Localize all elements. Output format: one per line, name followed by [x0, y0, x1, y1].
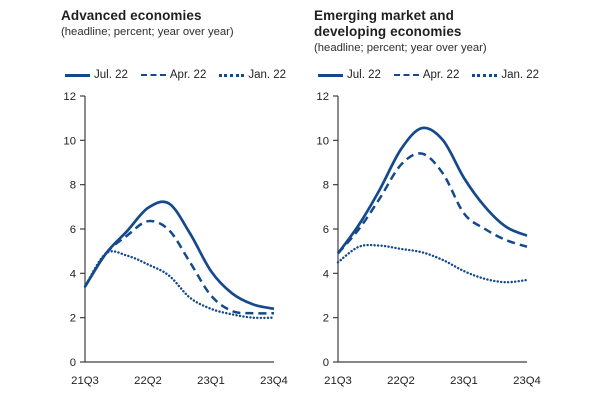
- panel-subtitle: (headline; percent; year over year): [61, 26, 234, 38]
- legend-item-jan22: Jan. 22: [219, 69, 286, 81]
- y-tick-label: 2: [323, 313, 329, 325]
- x-tick-label: 22Q2: [387, 375, 415, 387]
- legend-item-apr22: Apr. 22: [140, 69, 207, 81]
- series-dotted: [83, 250, 276, 320]
- panel-subtitle: (headline; percent; year over year): [314, 42, 487, 54]
- y-tick-label: 8: [323, 180, 329, 192]
- y-tick-label: 12: [316, 91, 329, 103]
- advanced-economies-chart: 0 2 4 6 8 10 12 21Q3 22Q2 23Q1 23Q4: [55, 88, 295, 405]
- legend: Jul. 22 Apr. 22 Jan. 22: [308, 62, 558, 88]
- legend-item-apr22: Apr. 22: [393, 69, 460, 81]
- y-tick-label: 4: [70, 268, 76, 280]
- legend-label: Jul. 22: [94, 69, 128, 81]
- legend-item-jul22: Jul. 22: [318, 69, 381, 81]
- solid-line-sample: [65, 73, 90, 77]
- emerging-economies-chart: 0 2 4 6 8 10 12 21Q3 22Q2 23Q1 23Q4: [308, 88, 558, 405]
- legend-item-jul22: Jul. 22: [65, 69, 128, 81]
- series-dotted: [336, 243, 529, 284]
- panel-emerging-economies: Emerging market and developing economies…: [308, 8, 558, 405]
- y-tick-label: 10: [63, 135, 76, 147]
- legend-item-jan22: Jan. 22: [472, 69, 539, 81]
- x-tick-label: 21Q3: [71, 375, 99, 387]
- line-chart-svg: 0 2 4 6 8 10 12 21Q3 22Q2 23Q1 23Q4: [316, 91, 541, 387]
- y-tick-label: 10: [316, 135, 329, 147]
- x-tick-label: 23Q1: [450, 375, 478, 387]
- dashed-line-sample: [140, 74, 166, 76]
- series-dashed: [83, 219, 275, 315]
- panel-advanced-economies: Advanced economies (headline; percent; y…: [55, 8, 295, 405]
- y-tick-label: 8: [70, 180, 76, 192]
- legend: Jul. 22 Apr. 22 Jan. 22: [55, 62, 295, 88]
- series-dashed: [337, 152, 528, 255]
- y-tick-label: 6: [70, 224, 76, 236]
- legend-label: Apr. 22: [169, 69, 207, 81]
- series-solid: [83, 200, 275, 311]
- x-tick-label: 23Q4: [513, 375, 541, 387]
- line-chart-svg: 0 2 4 6 8 10 12 21Q3 22Q2 23Q1 23Q4: [63, 91, 288, 387]
- x-tick-label: 23Q1: [197, 375, 225, 387]
- panel-title: Advanced economies: [61, 8, 202, 23]
- panel-title: Emerging market and developing economies: [314, 8, 462, 39]
- y-tick-label: 0: [323, 357, 329, 369]
- legend-label: Jul. 22: [347, 69, 381, 81]
- y-tick-label: 2: [70, 313, 76, 325]
- x-tick-label: 23Q4: [260, 375, 288, 387]
- legend-label: Jan. 22: [248, 69, 287, 81]
- legend-label: Jan. 22: [501, 69, 540, 81]
- dotted-line-sample: [472, 73, 498, 77]
- x-tick-label: 21Q3: [324, 375, 352, 387]
- panel-header: Advanced economies (headline; percent; y…: [55, 8, 295, 62]
- series-solid: [336, 126, 528, 255]
- dashed-line-sample: [393, 74, 419, 76]
- panel-header: Emerging market and developing economies…: [308, 8, 558, 62]
- dotted-line-sample: [219, 73, 245, 77]
- legend-label: Apr. 22: [422, 69, 460, 81]
- x-tick-label: 22Q2: [134, 375, 162, 387]
- y-tick-label: 6: [323, 224, 329, 236]
- axis-lines: [337, 96, 527, 363]
- y-tick-label: 0: [70, 357, 76, 369]
- axis-lines: [84, 96, 274, 363]
- solid-line-sample: [318, 73, 343, 77]
- y-tick-label: 4: [323, 268, 329, 280]
- y-tick-label: 12: [63, 91, 76, 103]
